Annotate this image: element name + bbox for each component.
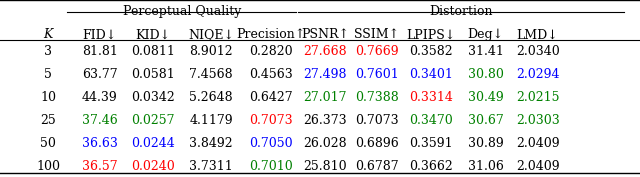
Text: 0.7601: 0.7601 xyxy=(355,68,399,81)
Text: 0.0811: 0.0811 xyxy=(131,45,175,58)
Text: 27.017: 27.017 xyxy=(303,91,347,104)
Text: 0.7010: 0.7010 xyxy=(249,160,292,173)
Text: 0.3591: 0.3591 xyxy=(410,137,453,150)
Text: 0.3470: 0.3470 xyxy=(410,114,453,127)
Text: 0.7073: 0.7073 xyxy=(249,114,292,127)
Text: 30.49: 30.49 xyxy=(468,91,504,104)
Text: 0.3314: 0.3314 xyxy=(410,91,453,104)
Text: 3.7311: 3.7311 xyxy=(189,160,233,173)
Text: 30.89: 30.89 xyxy=(468,137,504,150)
Text: NIQE↓: NIQE↓ xyxy=(188,28,234,41)
Text: 2.0215: 2.0215 xyxy=(516,91,559,104)
Text: 0.0342: 0.0342 xyxy=(131,91,175,104)
Text: LPIPS↓: LPIPS↓ xyxy=(407,28,456,41)
Text: SSIM↑: SSIM↑ xyxy=(355,28,399,41)
Text: 0.6896: 0.6896 xyxy=(355,137,399,150)
Text: 10: 10 xyxy=(40,91,56,104)
Text: 0.6787: 0.6787 xyxy=(355,160,399,173)
Text: 5: 5 xyxy=(44,68,52,81)
Text: Precision↑: Precision↑ xyxy=(236,28,305,41)
Text: LMD↓: LMD↓ xyxy=(516,28,559,41)
Text: 63.77: 63.77 xyxy=(82,68,118,81)
Text: 0.3662: 0.3662 xyxy=(410,160,453,173)
Text: 3.8492: 3.8492 xyxy=(189,137,233,150)
Text: 25: 25 xyxy=(40,114,56,127)
Text: 0.0240: 0.0240 xyxy=(131,160,175,173)
Text: 0.0257: 0.0257 xyxy=(132,114,175,127)
Text: 25.810: 25.810 xyxy=(303,160,347,173)
Text: 0.7073: 0.7073 xyxy=(355,114,399,127)
Text: 30.67: 30.67 xyxy=(468,114,504,127)
Text: K: K xyxy=(44,28,52,41)
Text: 44.39: 44.39 xyxy=(82,91,118,104)
Text: 0.7388: 0.7388 xyxy=(355,91,399,104)
Text: 0.2820: 0.2820 xyxy=(249,45,292,58)
Text: 30.80: 30.80 xyxy=(468,68,504,81)
Text: 0.6427: 0.6427 xyxy=(249,91,292,104)
Text: 3: 3 xyxy=(44,45,52,58)
Text: 2.0340: 2.0340 xyxy=(516,45,559,58)
Text: PSNR↑: PSNR↑ xyxy=(301,28,349,41)
Text: 50: 50 xyxy=(40,137,56,150)
Text: 27.498: 27.498 xyxy=(303,68,347,81)
Text: 2.0294: 2.0294 xyxy=(516,68,559,81)
Text: 31.06: 31.06 xyxy=(468,160,504,173)
Text: 27.668: 27.668 xyxy=(303,45,347,58)
Text: Distortion: Distortion xyxy=(429,5,493,18)
Text: 4.1179: 4.1179 xyxy=(189,114,233,127)
Text: FID↓: FID↓ xyxy=(83,28,117,41)
Text: 2.0303: 2.0303 xyxy=(516,114,559,127)
Text: 0.0581: 0.0581 xyxy=(131,68,175,81)
Text: 36.63: 36.63 xyxy=(82,137,118,150)
Text: 31.41: 31.41 xyxy=(468,45,504,58)
Text: 26.373: 26.373 xyxy=(303,114,347,127)
Text: KID↓: KID↓ xyxy=(136,28,171,41)
Text: 26.028: 26.028 xyxy=(303,137,347,150)
Text: 36.57: 36.57 xyxy=(82,160,118,173)
Text: 81.81: 81.81 xyxy=(82,45,118,58)
Text: 0.3401: 0.3401 xyxy=(410,68,453,81)
Text: 0.7669: 0.7669 xyxy=(355,45,399,58)
Text: 0.7050: 0.7050 xyxy=(249,137,292,150)
Text: 100: 100 xyxy=(36,160,60,173)
Text: 2.0409: 2.0409 xyxy=(516,160,559,173)
Text: 0.3582: 0.3582 xyxy=(410,45,453,58)
Text: Perceptual Quality: Perceptual Quality xyxy=(124,5,241,18)
Text: 7.4568: 7.4568 xyxy=(189,68,233,81)
Text: 0.4563: 0.4563 xyxy=(249,68,292,81)
Text: 37.46: 37.46 xyxy=(82,114,118,127)
Text: 5.2648: 5.2648 xyxy=(189,91,233,104)
Text: 0.0244: 0.0244 xyxy=(131,137,175,150)
Text: 8.9012: 8.9012 xyxy=(189,45,233,58)
Text: 2.0409: 2.0409 xyxy=(516,137,559,150)
Text: Deg↓: Deg↓ xyxy=(468,28,504,41)
